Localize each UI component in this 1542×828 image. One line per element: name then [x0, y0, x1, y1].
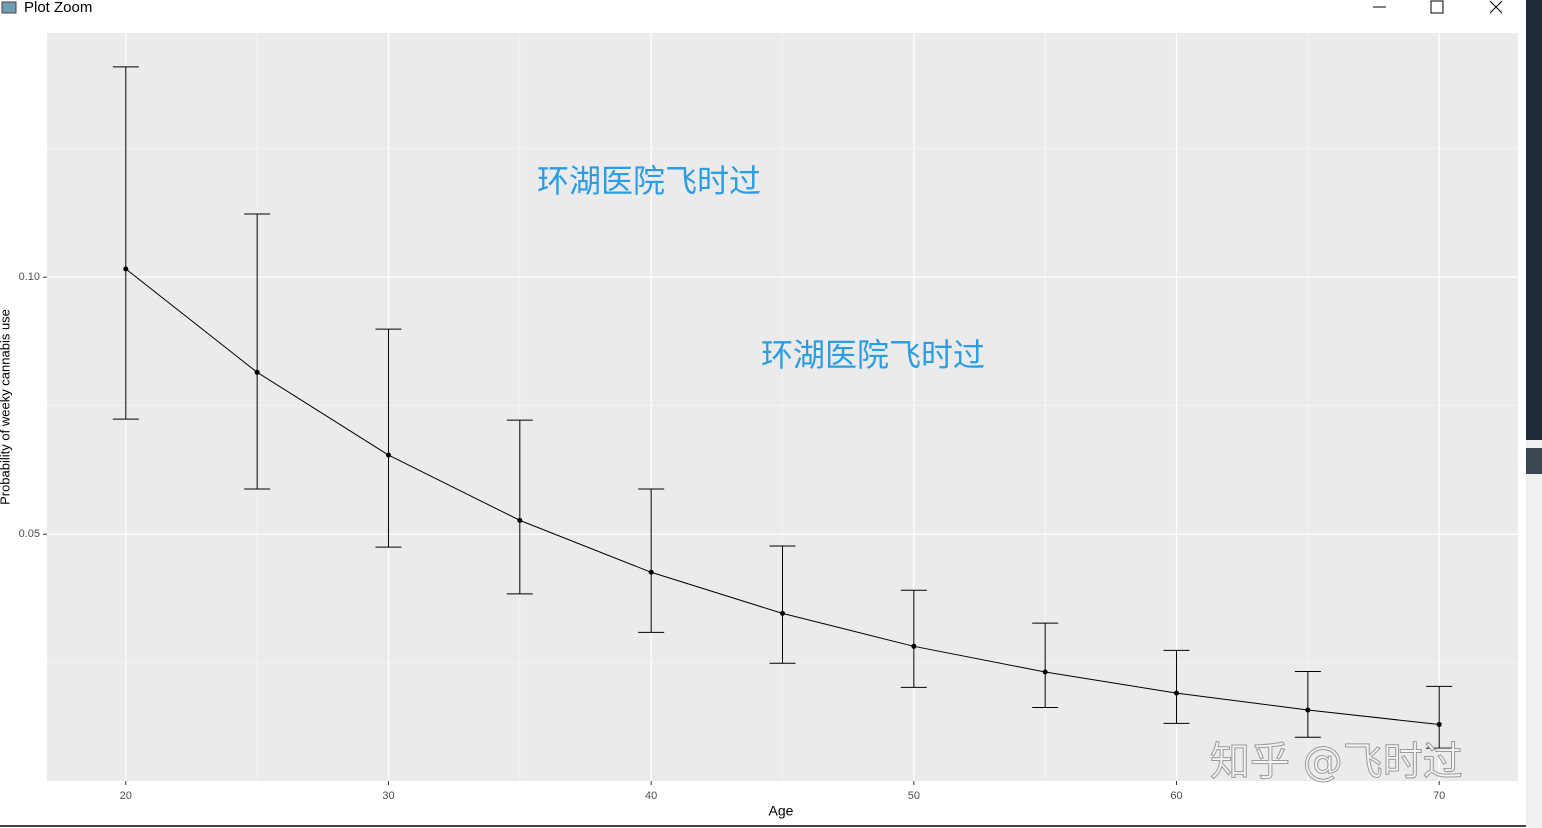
close-button[interactable] [1489, 0, 1503, 14]
point [385, 452, 391, 458]
point [1436, 721, 1442, 727]
x-tick-label: 40 [645, 790, 657, 802]
point [1042, 669, 1048, 675]
y-tick-label: 0.10 [19, 271, 40, 283]
point [254, 369, 260, 375]
editor-bar [1526, 448, 1542, 474]
x-tick-label: 70 [1433, 790, 1445, 802]
point [1305, 707, 1311, 713]
x-tick-label: 30 [382, 790, 394, 802]
window-title: Plot Zoom [24, 0, 92, 16]
y-tick-label: 0.05 [19, 528, 40, 540]
x-tick-label: 20 [120, 790, 132, 802]
point [1174, 690, 1180, 696]
x-tick-label: 60 [1170, 790, 1182, 802]
watermark-text: 环湖医院飞时过 [761, 336, 985, 374]
y-axis-title: Probability of weeky cannabis use [0, 309, 12, 505]
window-icon [1, 1, 17, 14]
x-axis-title: Age [769, 803, 794, 819]
point [648, 569, 654, 575]
code-editor-strip [1526, 0, 1542, 440]
watermark-text: 知乎 @飞时过 [1210, 739, 1463, 785]
point [780, 610, 785, 616]
watermark-text: 环湖医院飞时过 [537, 162, 761, 200]
x-tick-label: 50 [908, 790, 920, 802]
maximize-button[interactable] [1430, 0, 1444, 14]
point [517, 517, 523, 523]
point [123, 266, 129, 272]
point [911, 643, 917, 649]
